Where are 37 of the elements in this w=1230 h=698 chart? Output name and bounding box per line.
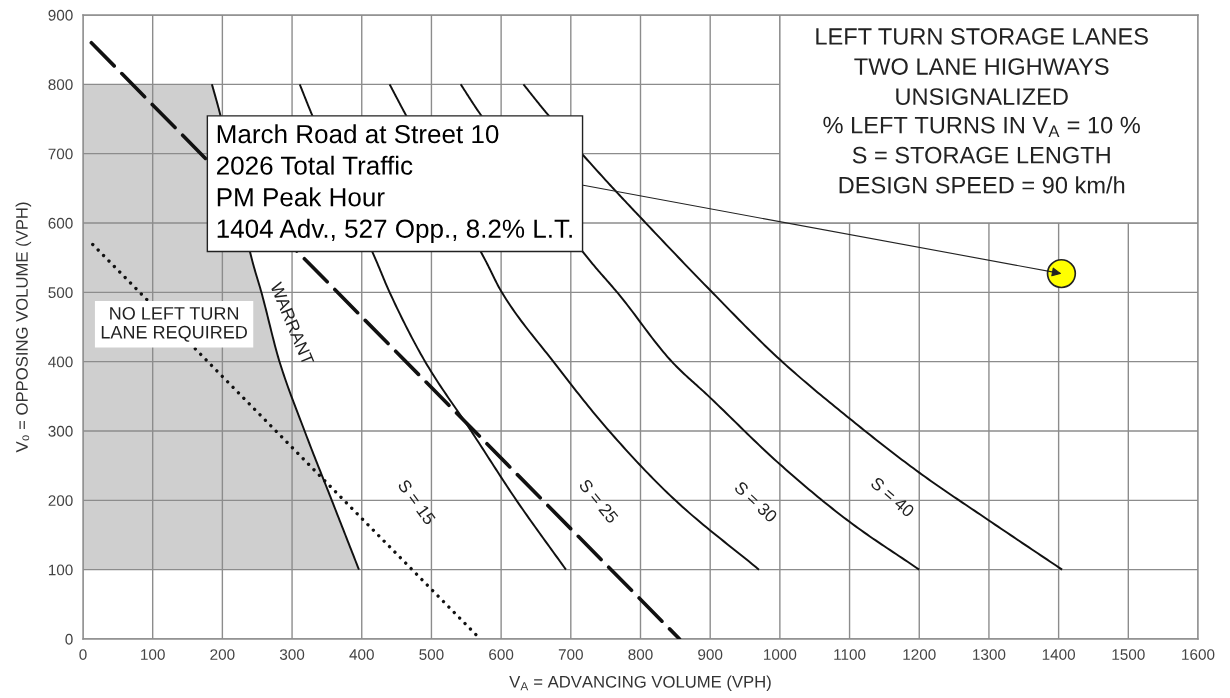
x-tick-label: 400: [349, 649, 374, 660]
annotation: S = 15: [397, 478, 437, 526]
y-tick-label: 200: [48, 495, 73, 507]
y-tick-label: 900: [48, 9, 73, 21]
x-tick-label: 200: [210, 649, 235, 660]
y-tick-label: 800: [48, 79, 73, 91]
y-tick-label: 0: [65, 633, 73, 645]
x-tick-label: 1000: [764, 649, 797, 660]
annotation: March Road at Street 10 2026 Total Traffic PM Peak Hour 1404 Adv., 527 Opp., 8.2% L.T.: [217, 124, 572, 244]
y-tick-label: 400: [48, 356, 73, 368]
text: % LEFT TURNS IN V$_{A}$ = 10 % S = STORAGE LENGTH DESIGN SPEED = 90 km/h: [823, 116, 1140, 194]
x-axis-title: V$_{A}$ = ADVANCING VOLUME (VPH): [509, 675, 771, 691]
x-tick-label: 500: [419, 649, 444, 660]
x-tick-label: 700: [558, 649, 583, 660]
x-tick-label: 1300: [973, 649, 1006, 660]
y-tick-label: 300: [48, 425, 73, 437]
text: LEFT TURN STORAGE LANES TWO LANE HIGHWAYS UNSIGNALIZED: [816, 28, 1148, 105]
x-tick-label: 1100: [834, 649, 866, 660]
y-tick-label: 700: [48, 148, 73, 160]
annotation: S = 40: [869, 476, 916, 518]
y-tick-label: 100: [48, 564, 73, 576]
x-tick-label: 800: [628, 649, 653, 660]
x-tick-label: 1200: [903, 649, 936, 660]
x-tick-label: 1500: [1112, 649, 1145, 660]
annotation: S = 25: [578, 478, 619, 525]
x-tick-label: 900: [698, 649, 723, 660]
x-tick-label: 1600: [1182, 649, 1215, 660]
x-tick-label: 1400: [1042, 649, 1076, 660]
y-axis-title: V₀ = OPPOSING VOLUME (VPH): [15, 202, 32, 453]
annotation: NO LEFT TURN LANE REQUIRED: [101, 306, 247, 342]
y-tick-label: 500: [48, 287, 73, 299]
y-tick-label: 600: [48, 217, 73, 229]
annotation: S = 30: [733, 480, 779, 524]
x-tick-label: 600: [489, 649, 514, 660]
x-tick-label: 0: [79, 649, 87, 660]
x-tick-label: 100: [141, 649, 165, 660]
x-tick-label: 300: [279, 649, 305, 660]
